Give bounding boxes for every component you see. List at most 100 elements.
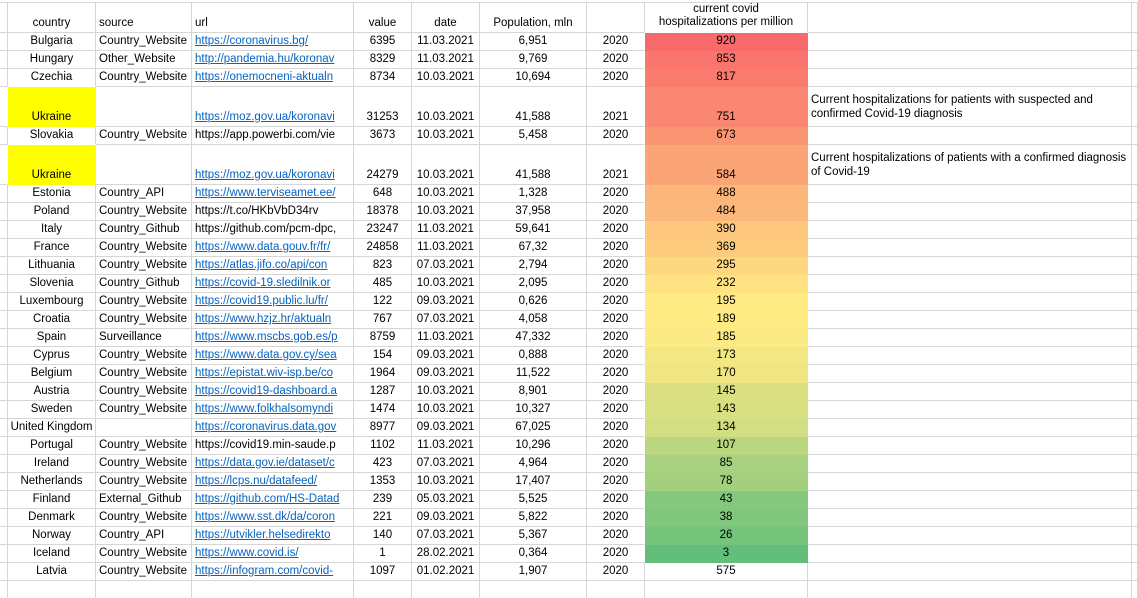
cell-url-link[interactable]: https://www.data.gov.cy/sea bbox=[192, 347, 354, 365]
cell-note[interactable] bbox=[808, 33, 1132, 51]
cell-country[interactable]: Austria bbox=[8, 383, 96, 401]
cell-population[interactable]: 1,328 bbox=[480, 185, 587, 203]
cell-url-link[interactable]: https://onemocneni-aktualn bbox=[192, 69, 354, 87]
cell-value[interactable]: 154 bbox=[354, 347, 412, 365]
cell-date[interactable]: 07.03.2021 bbox=[412, 311, 480, 329]
cell-source[interactable] bbox=[96, 145, 192, 185]
cell-population[interactable]: 2,794 bbox=[480, 257, 587, 275]
cell-source[interactable]: Country_Website bbox=[96, 347, 192, 365]
cell-year[interactable]: 2020 bbox=[587, 563, 645, 581]
cell-source[interactable]: Country_API bbox=[96, 185, 192, 203]
cell-date[interactable] bbox=[412, 581, 480, 598]
cell-country[interactable]: France bbox=[8, 239, 96, 257]
cell-note[interactable]: Current hospitalizations of patients wit… bbox=[808, 145, 1132, 185]
cell-date[interactable]: 11.03.2021 bbox=[412, 239, 480, 257]
cell-hospitalizations[interactable]: 853 bbox=[645, 51, 808, 69]
cell-hospitalizations[interactable]: 575 bbox=[645, 563, 808, 581]
cell-country[interactable]: Norway bbox=[8, 527, 96, 545]
cell-value[interactable]: 1102 bbox=[354, 437, 412, 455]
cell-population[interactable]: 11,522 bbox=[480, 365, 587, 383]
cell-value[interactable]: 648 bbox=[354, 185, 412, 203]
cell-year[interactable]: 2020 bbox=[587, 527, 645, 545]
cell-note[interactable] bbox=[808, 293, 1132, 311]
cell-url-link[interactable]: https://atlas.jifo.co/api/con bbox=[192, 257, 354, 275]
cell-population[interactable]: 9,769 bbox=[480, 51, 587, 69]
cell-population[interactable]: 10,694 bbox=[480, 69, 587, 87]
cell-country[interactable]: Ukraine bbox=[8, 87, 96, 127]
cell-url-link[interactable]: https://coronavirus.data.gov bbox=[192, 419, 354, 437]
cell-url-link[interactable]: https://data.gov.ie/dataset/c bbox=[192, 455, 354, 473]
cell-population[interactable]: 59,641 bbox=[480, 221, 587, 239]
cell-year[interactable]: 2020 bbox=[587, 365, 645, 383]
cell-url-link[interactable]: https://coronavirus.bg/ bbox=[192, 33, 354, 51]
cell-url[interactable] bbox=[192, 581, 354, 598]
cell-population[interactable]: 4,058 bbox=[480, 311, 587, 329]
cell-population[interactable]: 4,964 bbox=[480, 455, 587, 473]
cell-note[interactable] bbox=[808, 365, 1132, 383]
cell-hospitalizations[interactable] bbox=[645, 581, 808, 598]
cell-hospitalizations[interactable]: 195 bbox=[645, 293, 808, 311]
cell-url[interactable]: https://covid19.min-saude.p bbox=[192, 437, 354, 455]
cell-note[interactable] bbox=[808, 257, 1132, 275]
cell-note[interactable] bbox=[808, 581, 1132, 598]
cell-value[interactable]: 23247 bbox=[354, 221, 412, 239]
cell-date[interactable]: 01.02.2021 bbox=[412, 563, 480, 581]
cell-url-link[interactable]: https://www.hzjz.hr/aktualn bbox=[192, 311, 354, 329]
cell-note[interactable] bbox=[808, 69, 1132, 87]
cell-year[interactable]: 2020 bbox=[587, 491, 645, 509]
cell-url-link[interactable]: https://www.mscbs.gob.es/p bbox=[192, 329, 354, 347]
cell-date[interactable]: 10.03.2021 bbox=[412, 185, 480, 203]
cell-url-link[interactable]: https://infogram.com/covid- bbox=[192, 563, 354, 581]
cell-note[interactable] bbox=[808, 401, 1132, 419]
cell-note[interactable] bbox=[808, 437, 1132, 455]
cell-country[interactable]: Lithuania bbox=[8, 257, 96, 275]
cell-population[interactable]: 17,407 bbox=[480, 473, 587, 491]
cell-hospitalizations[interactable]: 85 bbox=[645, 455, 808, 473]
cell-note[interactable] bbox=[808, 491, 1132, 509]
cell-date[interactable]: 05.03.2021 bbox=[412, 491, 480, 509]
cell-date[interactable]: 09.03.2021 bbox=[412, 419, 480, 437]
cell-year[interactable]: 2020 bbox=[587, 311, 645, 329]
cell-year[interactable]: 2020 bbox=[587, 509, 645, 527]
cell-year[interactable]: 2020 bbox=[587, 221, 645, 239]
cell-hospitalizations[interactable]: 143 bbox=[645, 401, 808, 419]
cell-note[interactable]: Current hospitalizations for patients wi… bbox=[808, 87, 1132, 127]
cell-hospitalizations[interactable]: 390 bbox=[645, 221, 808, 239]
cell-year[interactable]: 2021 bbox=[587, 145, 645, 185]
cell-source[interactable]: Country_Website bbox=[96, 383, 192, 401]
cell-source[interactable]: Country_Website bbox=[96, 33, 192, 51]
cell-hospitalizations[interactable]: 38 bbox=[645, 509, 808, 527]
cell-population[interactable]: 10,296 bbox=[480, 437, 587, 455]
cell-note[interactable] bbox=[808, 473, 1132, 491]
cell-hospitalizations[interactable]: 78 bbox=[645, 473, 808, 491]
cell-hospitalizations[interactable]: 673 bbox=[645, 127, 808, 145]
cell-hospitalizations[interactable]: 189 bbox=[645, 311, 808, 329]
cell-population[interactable]: 41,588 bbox=[480, 145, 587, 185]
cell-year[interactable]: 2020 bbox=[587, 275, 645, 293]
cell-population[interactable]: 8,901 bbox=[480, 383, 587, 401]
cell-date[interactable]: 10.03.2021 bbox=[412, 383, 480, 401]
cell-note[interactable] bbox=[808, 545, 1132, 563]
cell-country[interactable]: Spain bbox=[8, 329, 96, 347]
cell-country[interactable]: Czechia bbox=[8, 69, 96, 87]
cell-value[interactable]: 140 bbox=[354, 527, 412, 545]
cell-source[interactable]: Country_Website bbox=[96, 365, 192, 383]
cell-country[interactable] bbox=[8, 581, 96, 598]
cell-hospitalizations[interactable]: 145 bbox=[645, 383, 808, 401]
cell-population[interactable]: 5,525 bbox=[480, 491, 587, 509]
cell-date[interactable]: 11.03.2021 bbox=[412, 329, 480, 347]
cell-source[interactable]: Surveillance bbox=[96, 329, 192, 347]
cell-url-link[interactable]: https://github.com/HS-Datad bbox=[192, 491, 354, 509]
cell-source[interactable]: Country_Website bbox=[96, 563, 192, 581]
cell-population[interactable]: 6,951 bbox=[480, 33, 587, 51]
cell-year[interactable]: 2020 bbox=[587, 401, 645, 419]
cell-url[interactable]: https://t.co/HKbVbD34rv bbox=[192, 203, 354, 221]
cell-value[interactable]: 239 bbox=[354, 491, 412, 509]
cell-url-link[interactable]: https://www.covid.is/ bbox=[192, 545, 354, 563]
cell-country[interactable]: Portugal bbox=[8, 437, 96, 455]
cell-note[interactable] bbox=[808, 185, 1132, 203]
cell-source[interactable]: Country_Website bbox=[96, 401, 192, 419]
cell-year[interactable]: 2020 bbox=[587, 329, 645, 347]
cell-value[interactable]: 8759 bbox=[354, 329, 412, 347]
cell-population[interactable]: 0,888 bbox=[480, 347, 587, 365]
